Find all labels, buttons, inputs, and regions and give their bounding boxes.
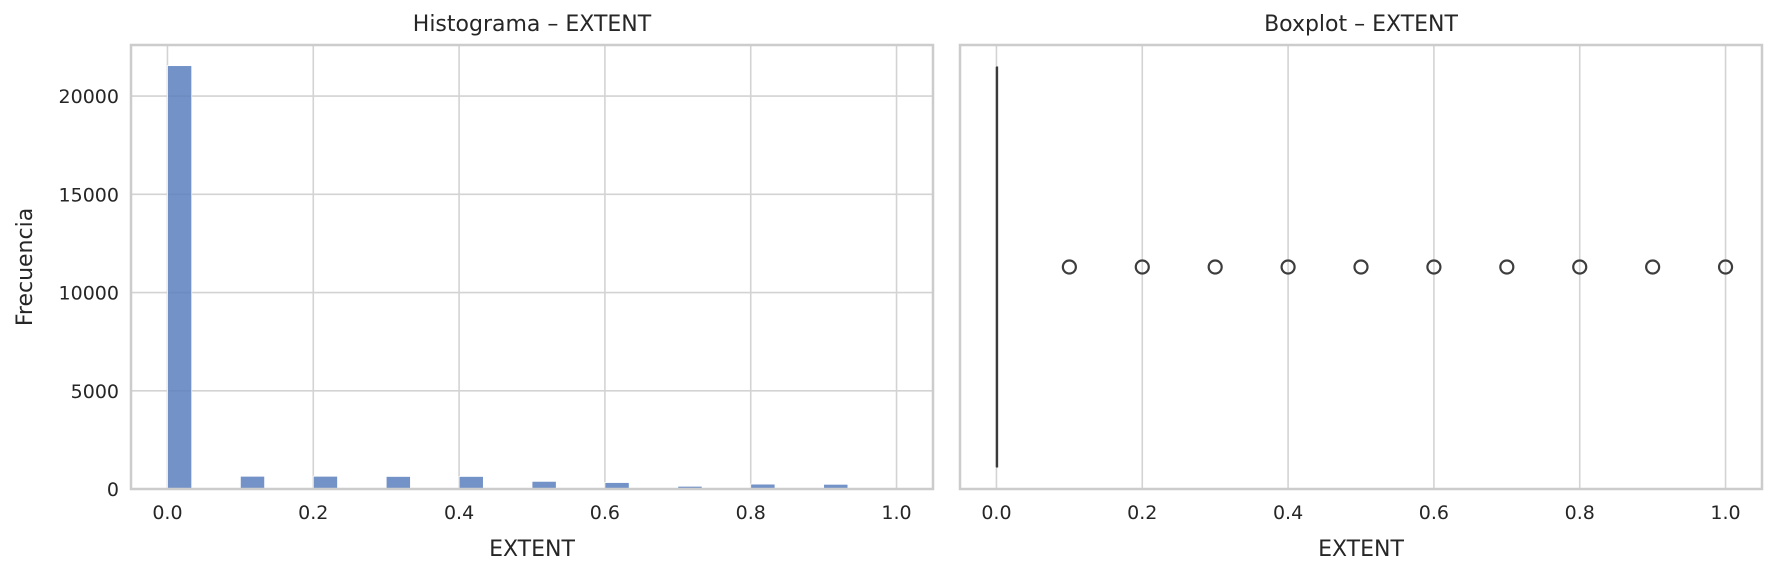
boxplot-outlier-point bbox=[1717, 259, 1734, 275]
histogram-bar bbox=[385, 476, 411, 490]
histogram-tick-labels: 0.0 0.2 0.4 0.6 0.8 1.0 0 5000 10000 15000 20000 bbox=[59, 86, 912, 524]
boxplot-title: Boxplot – EXTENT bbox=[1264, 12, 1458, 37]
histogram-y-axis-label: Frecuencia bbox=[13, 208, 38, 326]
histogram-y-tick-label: 10000 bbox=[59, 283, 119, 305]
boxplot-x-tick-label: 1.0 bbox=[1710, 502, 1740, 524]
histogram-x-axis-label: EXTENT bbox=[489, 537, 575, 562]
histogram-y-tick-label: 15000 bbox=[59, 184, 119, 206]
histogram-x-tick-label: 0.2 bbox=[298, 502, 328, 524]
histogram-bar bbox=[167, 65, 193, 490]
histogram-bars bbox=[167, 65, 849, 490]
boxplot-grid bbox=[995, 45, 1727, 489]
boxplot-x-tick-label: 0.4 bbox=[1273, 502, 1303, 524]
histogram-y-tick-label: 5000 bbox=[71, 381, 119, 403]
histogram-title: Histograma – EXTENT bbox=[413, 12, 652, 37]
boxplot-frame bbox=[958, 43, 1764, 491]
boxplot-marks bbox=[995, 66, 1734, 468]
boxplot-x-tick-label: 0.8 bbox=[1565, 502, 1595, 524]
histogram-x-tick-label: 0.0 bbox=[152, 502, 182, 524]
boxplot-x-axis-label: EXTENT bbox=[1318, 537, 1404, 562]
boxplot-outlier-point bbox=[1572, 259, 1588, 275]
histogram-grid bbox=[131, 45, 933, 490]
boxplot-x-tick-label: 0.6 bbox=[1419, 502, 1449, 524]
boxplot-outlier-point bbox=[1499, 259, 1515, 275]
boxplot-outlier-point bbox=[1426, 259, 1442, 275]
boxplot-x-tick-label: 0.0 bbox=[981, 502, 1011, 524]
histogram-frame bbox=[129, 43, 935, 491]
boxplot-outlier-point bbox=[1280, 259, 1296, 275]
histogram-x-tick-label: 0.6 bbox=[590, 502, 620, 524]
histogram-bar bbox=[458, 476, 484, 490]
histogram-y-tick-label: 20000 bbox=[59, 86, 119, 108]
boxplot-x-tick-label: 0.2 bbox=[1127, 502, 1157, 524]
histogram-y-tick-label: 0 bbox=[107, 479, 119, 501]
histogram-panel: 0.0 0.2 0.4 0.6 0.8 1.0 0 5000 10000 15000 20000 H… bbox=[13, 12, 935, 562]
boxplot-outlier-point bbox=[1061, 259, 1077, 275]
histogram-x-tick-label: 0.8 bbox=[736, 502, 766, 524]
boxplot-panel: 0.0 0.2 0.4 0.6 0.8 1.0 Boxplot – EXTENT EXTE… bbox=[958, 12, 1764, 562]
boxplot-outlier-point bbox=[1134, 259, 1150, 275]
histogram-bar bbox=[239, 475, 266, 490]
boxplot-outlier-point bbox=[1207, 259, 1223, 275]
boxplot-outlier-point bbox=[1353, 259, 1369, 275]
histogram-x-tick-label: 0.4 bbox=[444, 502, 474, 524]
histogram-x-tick-label: 1.0 bbox=[881, 502, 911, 524]
boxplot-outlier-point bbox=[1645, 259, 1661, 275]
boxplot-tick-labels: 0.0 0.2 0.4 0.6 0.8 1.0 bbox=[981, 502, 1740, 524]
histogram-bar bbox=[312, 475, 338, 490]
